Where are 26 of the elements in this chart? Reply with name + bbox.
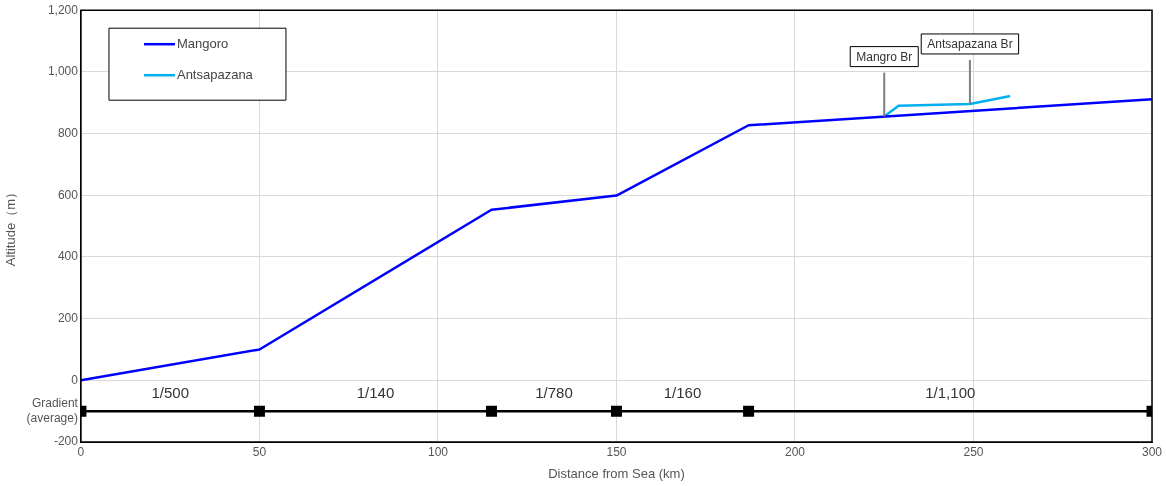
x-tick-label: 300 — [1141, 444, 1163, 459]
x-tick-label: 250 — [963, 444, 984, 459]
annotation: Antsapazana Br — [927, 37, 1013, 52]
x-tick-label: 50 — [252, 444, 267, 459]
x-tick-label: 100 — [427, 444, 449, 459]
y-tick-label: 1,200 — [47, 2, 79, 17]
y-tick-label: 1,000 — [47, 64, 79, 79]
legend-label: Mangoro — [176, 35, 229, 51]
y-tick-label: 0 — [71, 372, 79, 387]
x-tick-label: 150 — [606, 444, 627, 459]
annotation: 1/140 — [356, 384, 395, 402]
annotation: 1/160 — [663, 384, 702, 402]
y-tick-label: -200 — [53, 434, 79, 449]
annotation: 1/500 — [151, 384, 189, 402]
y-tick-label: 400 — [57, 249, 79, 264]
annotation: 1/780 — [535, 384, 573, 402]
y-axis-title: Altitude（m） — [3, 186, 19, 267]
y-tick-label: Gradient (average) — [26, 396, 79, 425]
y-tick-label: 600 — [57, 187, 79, 202]
annotation: Mangro Br — [856, 49, 913, 64]
annotation: 1/1,100 — [925, 384, 976, 402]
x-tick-label: 200 — [784, 444, 806, 459]
y-tick-label: 200 — [57, 310, 79, 325]
x-axis-title: Distance from Sea (km) — [548, 465, 685, 481]
legend-label: Antsapazana — [176, 66, 254, 82]
y-tick-label: 800 — [57, 125, 79, 140]
